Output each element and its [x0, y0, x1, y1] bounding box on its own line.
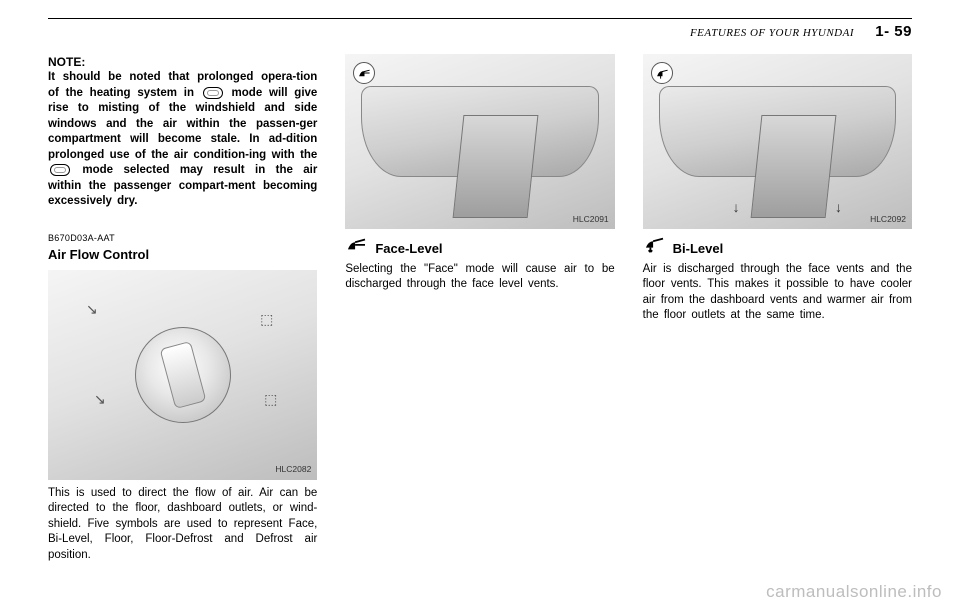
note-text-c: mode selected may result in the air with…: [48, 164, 317, 207]
bi-level-icon: [643, 235, 665, 253]
figure-code: HLC2092: [870, 214, 906, 225]
note-label: NOTE:: [48, 54, 317, 70]
mode-mark-icon: ↘: [94, 390, 106, 409]
figure-face-level: HLC2091: [345, 54, 614, 229]
recirculate-icon: [50, 164, 70, 176]
figure-bi-level: ↓ ↓ HLC2092: [643, 54, 912, 229]
figure-air-flow-knob: ↘ ↘ ⬚ ⬚ HLC2082: [48, 270, 317, 480]
paragraph-code: B670D03A-AAT: [48, 232, 317, 244]
column-2: HLC2091 Face-Level Selecting the "Face" …: [345, 54, 614, 563]
console-illustration: [750, 115, 836, 218]
air-flow-body: This is used to direct the flow of air. …: [48, 486, 317, 564]
mode-mark-icon: ⬚: [264, 390, 277, 409]
page-header: FEATURES OF YOUR HYUNDAI 1- 59: [48, 23, 912, 40]
bi-level-label: Bi-Level: [673, 240, 724, 258]
note-text: It should be noted that prolonged opera-…: [48, 70, 317, 210]
bi-level-heading: Bi-Level: [643, 235, 912, 258]
knob-illustration: [135, 327, 231, 423]
air-flow-control-heading: Air Flow Control: [48, 246, 317, 264]
bi-level-body: Air is discharged through the face vents…: [643, 262, 912, 324]
content-columns: NOTE: It should be noted that prolonged …: [48, 54, 912, 563]
recirculate-icon: [203, 87, 223, 99]
face-level-label: Face-Level: [375, 240, 442, 258]
mode-mark-icon: ⬚: [260, 310, 273, 329]
figure-code: HLC2091: [573, 214, 609, 225]
face-mode-icon: [353, 62, 375, 84]
face-level-icon: [345, 235, 367, 253]
floor-arrow-icon: ↓: [733, 198, 740, 217]
manual-page: FEATURES OF YOUR HYUNDAI 1- 59 NOTE: It …: [0, 0, 960, 612]
mode-mark-icon: ↘: [86, 300, 98, 319]
page-number: 1- 59: [875, 23, 912, 40]
section-title: FEATURES OF YOUR HYUNDAI: [690, 27, 854, 39]
column-3: ↓ ↓ HLC2092 Bi-Level Air is discharged t…: [643, 54, 912, 563]
top-rule: [48, 18, 912, 19]
face-level-heading: Face-Level: [345, 235, 614, 258]
figure-code: HLC2082: [275, 464, 311, 475]
bilevel-mode-icon: [651, 62, 673, 84]
column-1: NOTE: It should be noted that prolonged …: [48, 54, 317, 563]
watermark: carmanualsonline.info: [766, 582, 942, 602]
floor-arrow-icon: ↓: [835, 198, 842, 217]
console-illustration: [453, 115, 539, 218]
face-level-body: Selecting the "Face" mode will cause air…: [345, 262, 614, 293]
